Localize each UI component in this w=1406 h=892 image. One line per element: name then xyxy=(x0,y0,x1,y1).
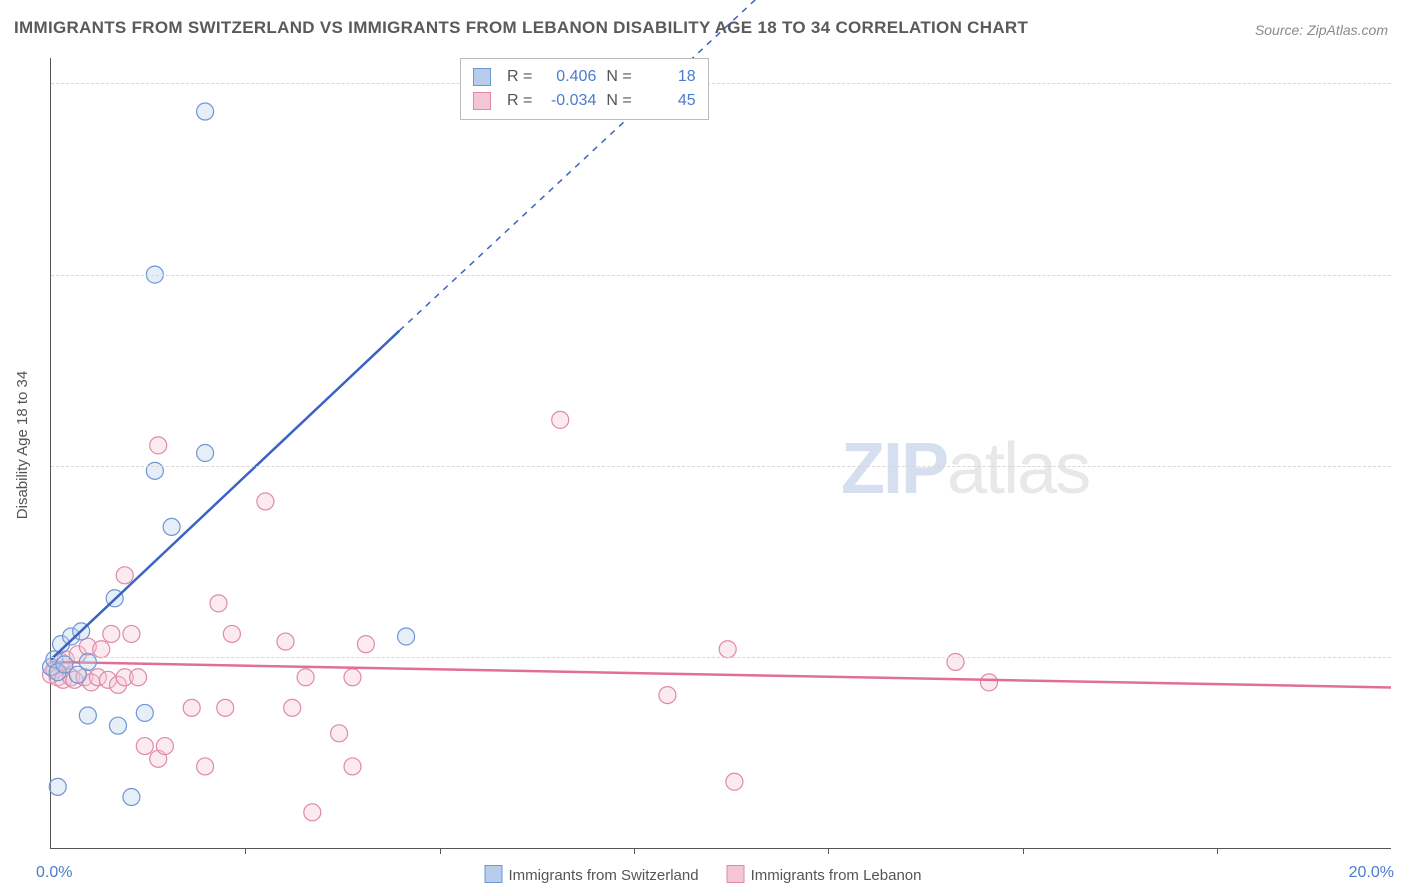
scatter-point xyxy=(223,625,240,642)
scatter-point xyxy=(659,687,676,704)
scatter-point xyxy=(304,804,321,821)
chart-title: IMMIGRANTS FROM SWITZERLAND VS IMMIGRANT… xyxy=(14,18,1028,38)
scatter-point xyxy=(344,758,361,775)
scatter-point xyxy=(726,773,743,790)
scatter-point xyxy=(398,628,415,645)
y-tick-label: 7.5% xyxy=(1396,648,1406,666)
y-tick-label: 22.5% xyxy=(1396,266,1406,284)
x-tick xyxy=(440,848,441,854)
scatter-point xyxy=(297,669,314,686)
chart-svg xyxy=(51,58,1391,848)
scatter-point xyxy=(150,437,167,454)
legend-bottom: Immigrants from Switzerland Immigrants f… xyxy=(485,865,922,884)
stats-N-label: N = xyxy=(606,89,631,113)
scatter-point xyxy=(136,738,153,755)
scatter-point xyxy=(197,445,214,462)
trend-line xyxy=(51,331,399,660)
x-tick xyxy=(828,848,829,854)
legend-item-switzerland: Immigrants from Switzerland xyxy=(485,865,699,884)
stats-row-lebanon: R = -0.034 N = 45 xyxy=(473,89,696,113)
x-tick xyxy=(245,848,246,854)
scatter-point xyxy=(331,725,348,742)
stats-row-switzerland: R = 0.406 N = 18 xyxy=(473,65,696,89)
gridline xyxy=(51,83,1391,84)
trend-line xyxy=(51,662,1391,687)
scatter-point xyxy=(79,707,96,724)
scatter-point xyxy=(217,699,234,716)
scatter-point xyxy=(49,778,66,795)
stats-R-label: R = xyxy=(507,65,532,89)
scatter-point xyxy=(110,717,127,734)
scatter-point xyxy=(130,669,147,686)
swatch-switzerland-icon xyxy=(473,68,491,86)
trend-line-dashed xyxy=(399,0,761,331)
x-tick xyxy=(1217,848,1218,854)
stats-R-value: -0.034 xyxy=(542,89,596,113)
scatter-point xyxy=(981,674,998,691)
scatter-point xyxy=(197,103,214,120)
x-tick xyxy=(634,848,635,854)
gridline xyxy=(51,466,1391,467)
scatter-point xyxy=(210,595,227,612)
stats-legend-box: R = 0.406 N = 18 R = -0.034 N = 45 xyxy=(460,58,709,120)
y-axis-label: Disability Age 18 to 34 xyxy=(14,371,31,519)
gridline xyxy=(51,275,1391,276)
gridline xyxy=(51,657,1391,658)
scatter-point xyxy=(116,567,133,584)
stats-N-value: 18 xyxy=(642,65,696,89)
swatch-switzerland-icon xyxy=(485,865,503,883)
x-axis-min-label: 0.0% xyxy=(36,864,72,882)
swatch-lebanon-icon xyxy=(727,865,745,883)
y-tick-label: 30.0% xyxy=(1396,74,1406,92)
legend-item-lebanon: Immigrants from Lebanon xyxy=(727,865,922,884)
scatter-point xyxy=(344,669,361,686)
scatter-point xyxy=(183,699,200,716)
stats-R-value: 0.406 xyxy=(542,65,596,89)
scatter-point xyxy=(103,625,120,642)
scatter-point xyxy=(357,636,374,653)
scatter-point xyxy=(277,633,294,650)
scatter-point xyxy=(163,518,180,535)
stats-N-value: 45 xyxy=(642,89,696,113)
stats-N-label: N = xyxy=(606,65,631,89)
y-tick-label: 15.0% xyxy=(1396,457,1406,475)
plot-area: ZIPatlas 7.5%15.0%22.5%30.0% xyxy=(50,58,1391,849)
scatter-point xyxy=(123,789,140,806)
stats-R-label: R = xyxy=(507,89,532,113)
scatter-point xyxy=(136,704,153,721)
scatter-point xyxy=(719,641,736,658)
scatter-point xyxy=(93,641,110,658)
scatter-point xyxy=(156,738,173,755)
x-axis-max-label: 20.0% xyxy=(1349,864,1394,882)
scatter-point xyxy=(123,625,140,642)
scatter-point xyxy=(552,411,569,428)
scatter-point xyxy=(197,758,214,775)
swatch-lebanon-icon xyxy=(473,92,491,110)
scatter-point xyxy=(284,699,301,716)
source-attribution: Source: ZipAtlas.com xyxy=(1255,22,1388,38)
scatter-point xyxy=(257,493,274,510)
x-tick xyxy=(1023,848,1024,854)
